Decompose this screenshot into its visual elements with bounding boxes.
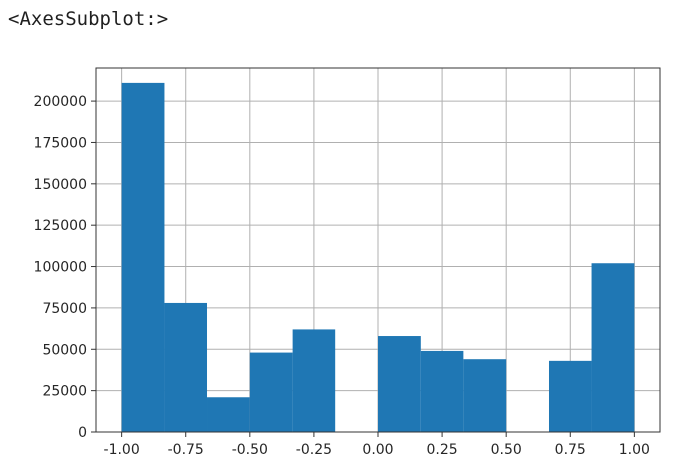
y-tick-label: 175000 — [34, 135, 87, 151]
histogram-bar — [249, 352, 293, 432]
x-tick-label: -0.50 — [232, 442, 268, 458]
y-tick-label: 100000 — [34, 260, 87, 276]
x-tick-label: -0.25 — [296, 442, 332, 458]
histogram-bar — [121, 82, 165, 433]
histogram-bar — [292, 329, 336, 432]
y-tick-label: 200000 — [34, 94, 87, 110]
ticks-layer: -1.00 -0.75 -0.50 -0.25 0.00 0.25 0.50 0.75 1.00… — [34, 94, 650, 458]
histogram-bar — [420, 350, 464, 432]
bars-layer — [121, 82, 635, 433]
x-tick-label: 0.00 — [362, 442, 393, 458]
histogram-bar — [378, 336, 421, 432]
histogram-bar — [207, 397, 250, 432]
histogram-bar — [164, 302, 208, 432]
histogram-bar — [463, 359, 507, 432]
histogram-bar — [591, 263, 635, 432]
x-tick-label: 0.75 — [555, 442, 586, 458]
y-tick-label: 50000 — [42, 342, 87, 358]
y-tick-label: 0 — [78, 425, 87, 441]
x-tick-label: -1.00 — [104, 442, 140, 458]
x-tick-label: 0.25 — [427, 442, 458, 458]
histogram-bar — [548, 360, 592, 432]
y-tick-label: 150000 — [34, 177, 87, 193]
y-tick-label: 125000 — [34, 218, 87, 234]
x-tick-label: -0.75 — [168, 442, 204, 458]
x-tick-label: 1.00 — [619, 442, 650, 458]
y-tick-label: 25000 — [42, 384, 87, 400]
x-tick-label: 0.50 — [491, 442, 522, 458]
y-tick-label: 75000 — [42, 301, 87, 317]
output-repr-text: <AxesSubplot:> — [8, 8, 169, 30]
